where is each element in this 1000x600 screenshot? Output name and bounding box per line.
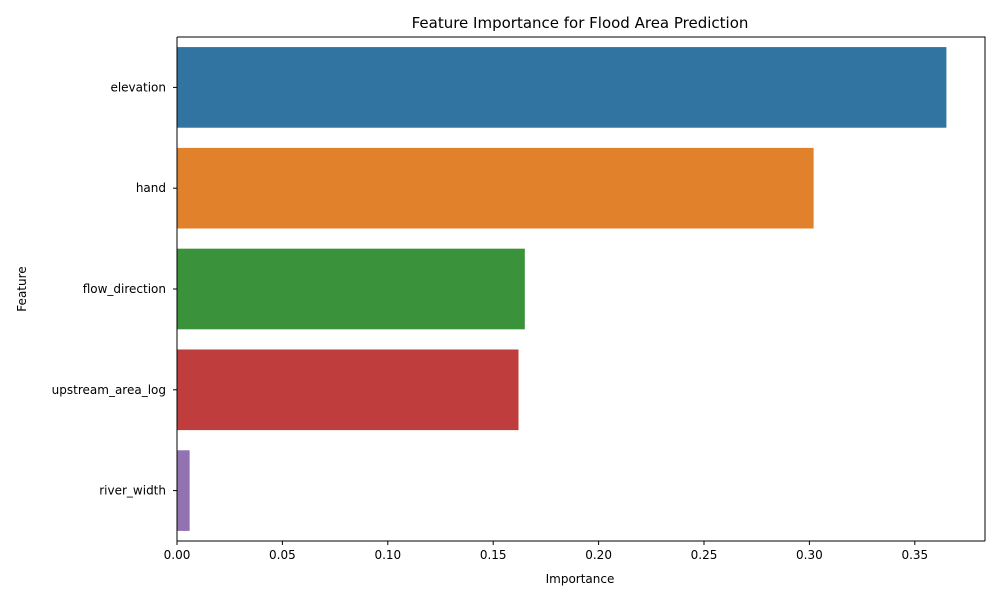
x-tick-label: 0.05 bbox=[269, 548, 296, 562]
bar-elevation bbox=[177, 47, 947, 128]
y-axis-label: Feature bbox=[15, 266, 29, 311]
y-tick-label: elevation bbox=[110, 80, 166, 94]
y-tick-label: upstream_area_log bbox=[52, 383, 166, 397]
x-tick-label: 0.20 bbox=[585, 548, 612, 562]
y-ticks-group: elevation hand flow_direction upstream_area… bbox=[52, 80, 177, 498]
x-axis-label: Importance bbox=[546, 572, 615, 586]
bar-upstream-area-log bbox=[177, 349, 519, 431]
x-tick-label: 0.15 bbox=[480, 548, 507, 562]
axes-spines-top-right bbox=[177, 36, 986, 541]
x-ticks-group: 0.00 0.05 0.10 0.15 0.20 0.25 0.30 0.35 bbox=[164, 541, 928, 562]
y-tick-label: river_width bbox=[99, 484, 166, 498]
chart-title: Feature Importance for Flood Area Predic… bbox=[412, 14, 749, 32]
y-tick-label: flow_direction bbox=[83, 282, 166, 296]
x-tick-label: 0.35 bbox=[901, 548, 928, 562]
axes-spines bbox=[176, 37, 985, 542]
bar-river-width bbox=[177, 450, 190, 531]
x-tick-label: 0.30 bbox=[796, 548, 823, 562]
y-tick-label: hand bbox=[136, 181, 166, 195]
bar-flow-direction bbox=[177, 248, 525, 330]
bars-group bbox=[177, 47, 947, 531]
x-tick-label: 0.25 bbox=[691, 548, 718, 562]
x-tick-label: 0.00 bbox=[164, 548, 191, 562]
bar-hand bbox=[177, 147, 814, 229]
x-tick-label: 0.10 bbox=[374, 548, 401, 562]
